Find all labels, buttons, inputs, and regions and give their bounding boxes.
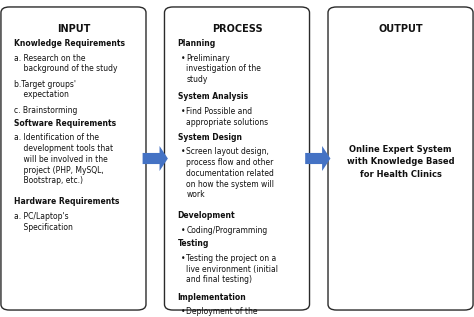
FancyBboxPatch shape — [1, 7, 146, 310]
Text: Screen layout design,
process flow and other
documentation related
on how the sy: Screen layout design, process flow and o… — [186, 147, 274, 199]
Text: INPUT: INPUT — [57, 24, 90, 34]
Text: Knowledge Requirements: Knowledge Requirements — [14, 39, 125, 48]
Text: •: • — [181, 226, 185, 235]
FancyBboxPatch shape — [164, 7, 310, 310]
Text: a. PC/Laptop's
    Specification: a. PC/Laptop's Specification — [14, 212, 73, 232]
Text: Planning: Planning — [178, 39, 216, 48]
Text: Preliminary
investigation of the
study: Preliminary investigation of the study — [186, 54, 261, 84]
Text: Testing: Testing — [178, 239, 209, 248]
Text: •: • — [181, 147, 185, 156]
Text: •: • — [181, 307, 185, 316]
Text: a. Identification of the
    development tools that
    will be involved in the
: a. Identification of the development too… — [14, 133, 113, 185]
Text: Online Expert System
with Knowledge Based
for Health Clinics: Online Expert System with Knowledge Base… — [346, 145, 455, 179]
FancyBboxPatch shape — [328, 7, 473, 310]
Text: Hardware Requirements: Hardware Requirements — [14, 197, 119, 206]
Text: •: • — [181, 254, 185, 263]
Text: •: • — [181, 107, 185, 116]
Text: Find Possible and
appropriate solutions: Find Possible and appropriate solutions — [186, 107, 268, 126]
Text: Implementation: Implementation — [178, 293, 246, 301]
Text: c. Brainstorming: c. Brainstorming — [14, 106, 78, 114]
Text: PROCESS: PROCESS — [212, 24, 262, 34]
Text: Deployment of the
project: Deployment of the project — [186, 307, 258, 317]
Text: Development: Development — [178, 211, 236, 220]
Text: Testing the project on a
live environment (initial
and final testing): Testing the project on a live environmen… — [186, 254, 278, 284]
Text: a. Research on the
    background of the study: a. Research on the background of the stu… — [14, 54, 118, 73]
Text: b.Target groups'
    expectation: b.Target groups' expectation — [14, 80, 76, 99]
Text: Coding/Programming: Coding/Programming — [186, 226, 267, 235]
Text: Software Requirements: Software Requirements — [14, 119, 116, 128]
Text: System Design: System Design — [178, 133, 242, 142]
Text: System Analysis: System Analysis — [178, 92, 248, 101]
Text: OUTPUT: OUTPUT — [378, 24, 423, 34]
Text: •: • — [181, 54, 185, 62]
